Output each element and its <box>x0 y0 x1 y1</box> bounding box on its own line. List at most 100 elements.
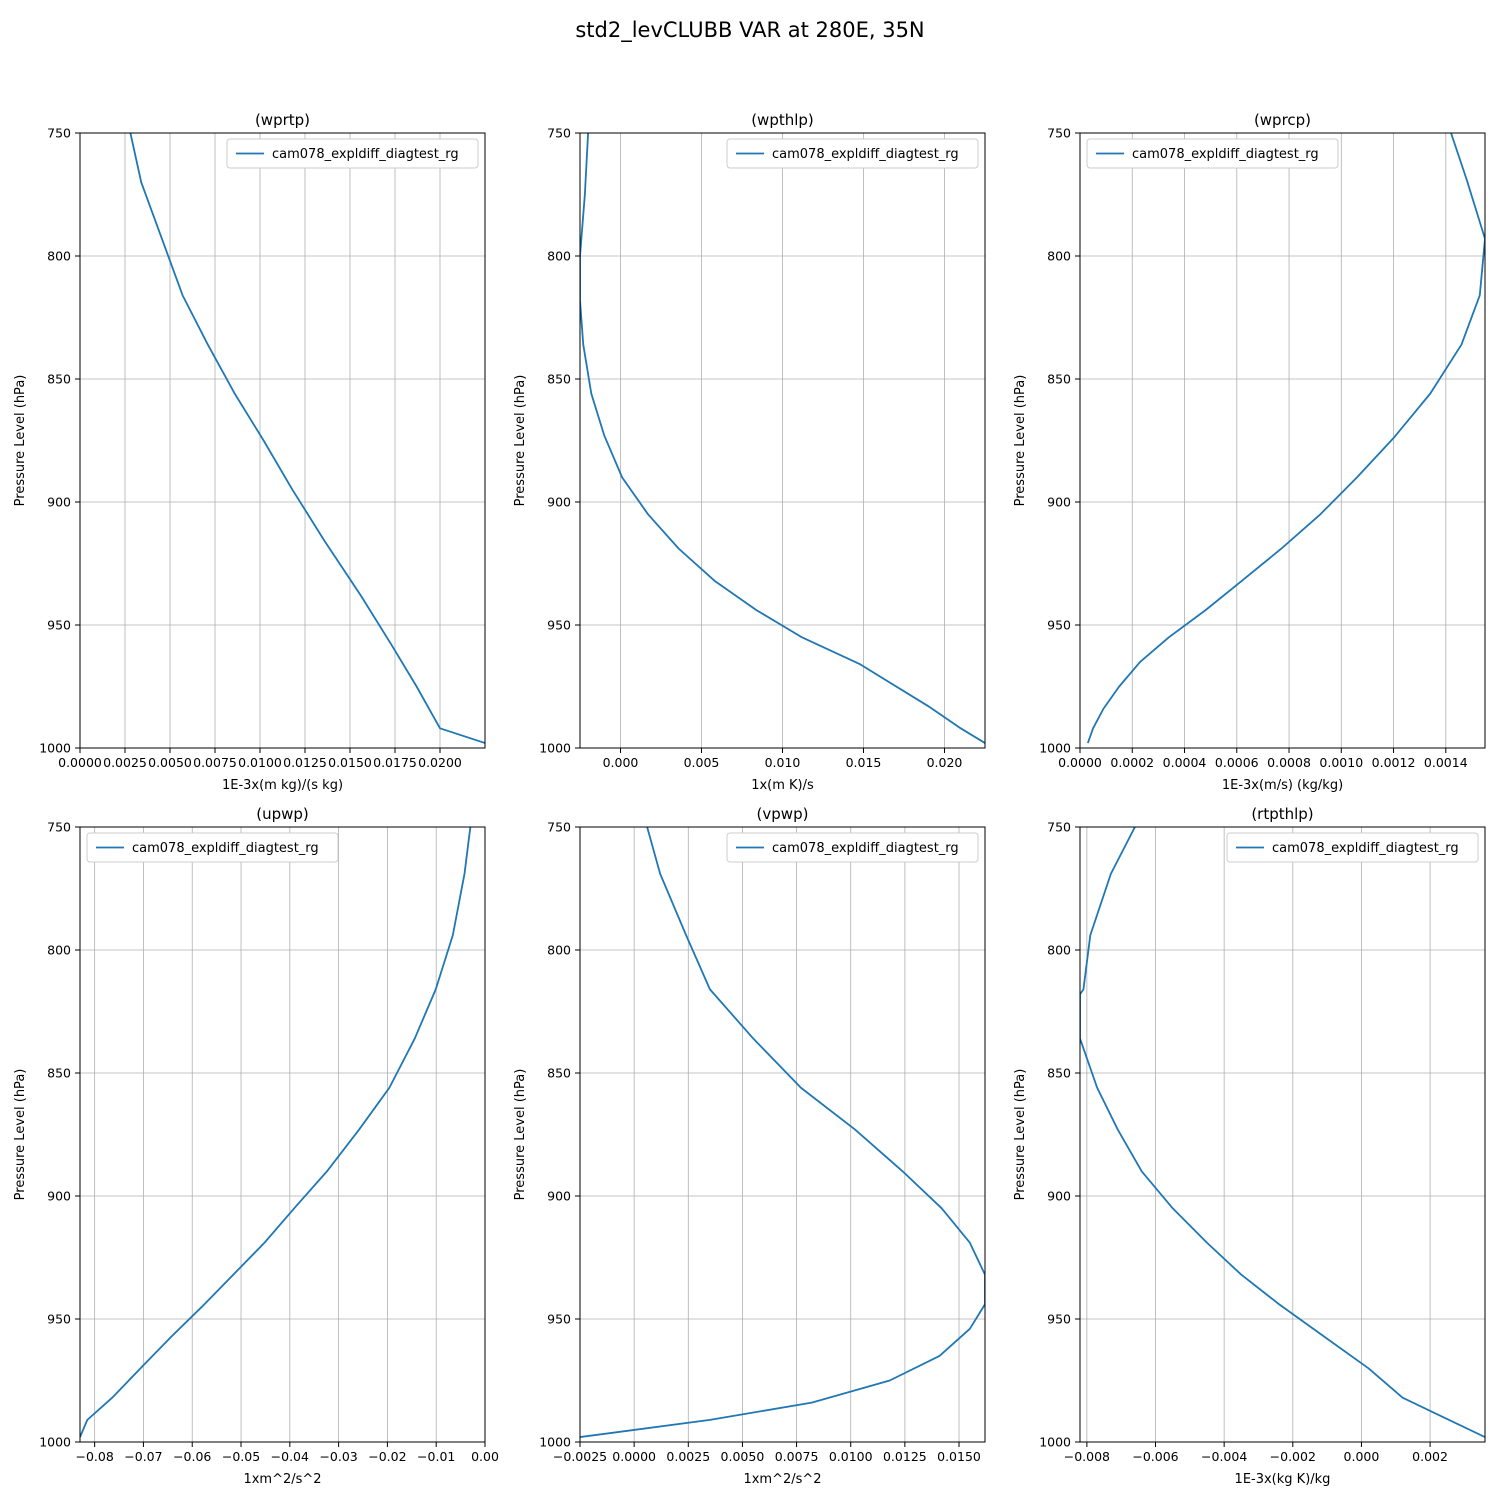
x-tick-label: 0.00 <box>471 1449 499 1464</box>
y-tick-label: 750 <box>47 820 71 835</box>
y-tick-label: 800 <box>47 943 71 958</box>
panel-3: −0.08 −0.07 −0.06 −0.05 −0.04 −0.03 −0.02 −0.01… <box>13 805 499 1487</box>
panel-title: (wpthlp) <box>751 111 814 129</box>
y-tick-label: 1000 <box>539 741 571 756</box>
y-tick-label: 900 <box>1047 495 1071 510</box>
legend-box <box>226 138 479 169</box>
x-tick-label: 0.0175 <box>373 755 417 770</box>
y-tick-label: 950 <box>47 1312 71 1327</box>
x-axis-label: 1xm^2/s^2 <box>243 1472 321 1487</box>
legend-label: cam078_expldiff_diagtest_rg <box>772 147 959 162</box>
x-tick-label: −0.08 <box>75 1449 113 1464</box>
y-tick-label: 850 <box>47 1066 71 1081</box>
y-tick-label: 1000 <box>1039 741 1071 756</box>
panel-title: (wprtp) <box>255 111 310 129</box>
legend: cam078_expldiff_diagtest_rg <box>86 832 339 863</box>
x-axis-label: 1E-3x(m/s) (kg/kg) <box>1222 778 1343 793</box>
y-tick-label: 800 <box>1047 249 1071 264</box>
x-tick-label: −0.006 <box>1132 1449 1178 1464</box>
x-tick-label: 0.0100 <box>238 755 282 770</box>
y-tick-label: 950 <box>1047 618 1071 633</box>
x-tick-label: 0.0004 <box>1163 755 1207 770</box>
x-tick-label: 0.0150 <box>328 755 372 770</box>
x-tick-label: 0.000 <box>1344 1449 1380 1464</box>
x-axis-label: 1E-3x(kg K)/kg <box>1235 1472 1331 1487</box>
y-tick-label: 800 <box>1047 943 1071 958</box>
legend-box <box>726 832 979 863</box>
x-tick-label: 0.020 <box>927 755 963 770</box>
y-tick-label: 1000 <box>539 1435 571 1450</box>
y-tick-label: 850 <box>1047 372 1071 387</box>
y-tick-label: 750 <box>1047 820 1071 835</box>
panel-title: (upwp) <box>256 805 309 823</box>
y-axis-label: Pressure Level (hPa) <box>513 1069 528 1201</box>
x-tick-label: 0.0075 <box>193 755 237 770</box>
legend-label: cam078_expldiff_diagtest_rg <box>772 841 959 856</box>
legend-label: cam078_expldiff_diagtest_rg <box>1132 147 1319 162</box>
y-tick-label: 900 <box>47 495 71 510</box>
x-tick-label: 0.0006 <box>1215 755 1259 770</box>
legend-label: cam078_expldiff_diagtest_rg <box>132 841 319 856</box>
series-line <box>129 133 485 744</box>
x-axis-label: 1x(m K)/s <box>751 778 814 793</box>
panel-title: (wprcp) <box>1254 111 1311 129</box>
panel-0: 0.0000 0.0025 0.0050 0.0075 0.0100 0.0125 0.01… <box>13 111 486 793</box>
x-tick-label: 0.0010 <box>1319 755 1363 770</box>
x-tick-label: 0.0150 <box>937 1449 981 1464</box>
x-tick-label: 0.0025 <box>103 755 147 770</box>
y-tick-label: 800 <box>547 943 571 958</box>
series-line <box>580 133 985 744</box>
x-tick-label: 0.0008 <box>1267 755 1311 770</box>
plot-frame <box>79 132 486 749</box>
x-tick-label: 0.0125 <box>283 755 327 770</box>
y-tick-label: 750 <box>547 126 571 141</box>
plot-frame <box>1079 132 1486 749</box>
y-axis-label: Pressure Level (hPa) <box>513 375 528 507</box>
x-tick-label: 0.0125 <box>883 1449 927 1464</box>
y-tick-label: 950 <box>1047 1312 1071 1327</box>
legend-box <box>86 832 339 863</box>
panel-5: −0.008 −0.006 −0.004 −0.002 0.000 0.002 750 800… <box>1013 805 1486 1487</box>
y-tick-label: 800 <box>47 249 71 264</box>
legend: cam078_expldiff_diagtest_rg <box>726 832 979 863</box>
panel-1: 0.000 0.005 0.010 0.015 0.020 750 800 850 900 950… <box>513 111 986 793</box>
y-tick-label: 1000 <box>39 1435 71 1450</box>
plot-frame <box>79 826 486 1443</box>
figure-title: std2_levCLUBB VAR at 280E, 35N <box>575 18 924 43</box>
series-line <box>80 827 472 1438</box>
x-tick-label: 0.0100 <box>829 1449 873 1464</box>
x-tick-label: 0.0002 <box>1110 755 1154 770</box>
y-tick-label: 900 <box>547 495 571 510</box>
legend-box <box>726 138 979 169</box>
series-line <box>1086 133 1485 744</box>
y-axis-label: Pressure Level (hPa) <box>1013 1069 1028 1201</box>
panel-title: (rtpthlp) <box>1251 805 1313 823</box>
plot-frame <box>1079 826 1486 1443</box>
y-tick-label: 850 <box>547 1066 571 1081</box>
y-tick-label: 950 <box>47 618 71 633</box>
x-axis-label: 1E-3x(m kg)/(s kg) <box>222 778 343 793</box>
y-tick-label: 750 <box>547 820 571 835</box>
panel-2: 0.0000 0.0002 0.0004 0.0006 0.0008 0.0010 0.00… <box>1013 111 1486 793</box>
x-tick-label: −0.05 <box>222 1449 260 1464</box>
panel-4: −0.0025 0.0000 0.0025 0.0050 0.0075 0.0100 0.0… <box>513 805 986 1487</box>
x-tick-label: −0.004 <box>1201 1449 1247 1464</box>
legend: cam078_expldiff_diagtest_rg <box>1086 138 1339 169</box>
y-axis-label: Pressure Level (hPa) <box>13 1069 28 1201</box>
x-tick-label: 0.0000 <box>1058 755 1102 770</box>
y-tick-label: 1000 <box>1039 1435 1071 1450</box>
x-tick-label: −0.02 <box>368 1449 406 1464</box>
x-tick-label: −0.04 <box>271 1449 309 1464</box>
panel-title: (vpwp) <box>757 805 809 823</box>
x-tick-label: 0.0050 <box>721 1449 765 1464</box>
y-tick-label: 850 <box>1047 1066 1071 1081</box>
y-tick-label: 900 <box>547 1189 571 1204</box>
y-tick-label: 900 <box>47 1189 71 1204</box>
x-tick-label: 0.000 <box>603 755 639 770</box>
panels: 0.0000 0.0025 0.0050 0.0075 0.0100 0.0125 0.01… <box>13 111 1486 1487</box>
x-tick-label: 0.010 <box>765 755 801 770</box>
x-tick-label: 0.0000 <box>58 755 102 770</box>
legend: cam078_expldiff_diagtest_rg <box>1226 832 1479 863</box>
